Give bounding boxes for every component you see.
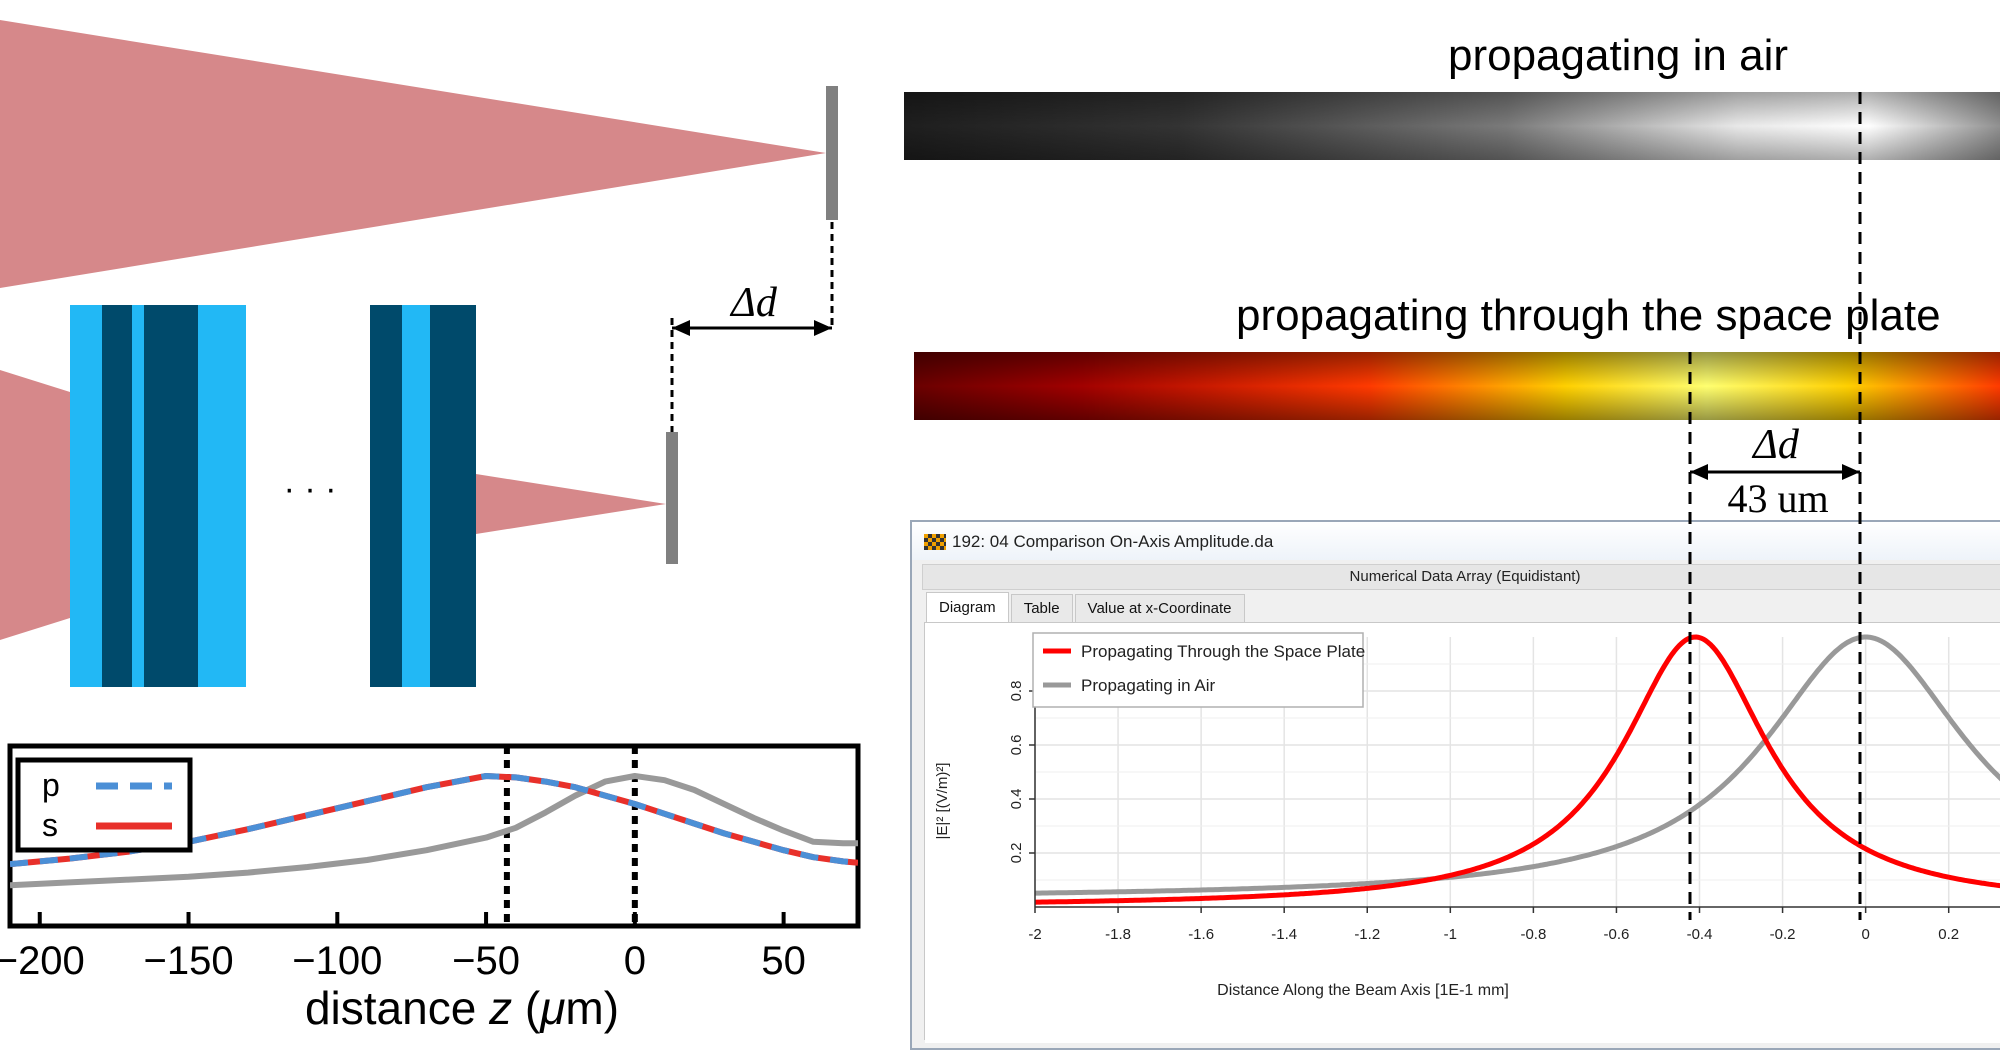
left-plot: −200 −150 −100 −50 0 50 distance z (μm) p s xyxy=(0,743,861,1034)
vl-xtick-label: -0.6 xyxy=(1604,926,1630,943)
left-plot-xtick-label: −150 xyxy=(143,939,233,983)
data-array-icon xyxy=(924,534,946,550)
air-field-map-shade xyxy=(904,92,2000,160)
space-plate-layers-left xyxy=(70,305,246,687)
space-plate-layers-right xyxy=(370,305,476,687)
diagram-chart: -2 -1.8 -1.6 -1.4 -1.2 -1 -0.8 -0.6 -0.4 -0.2 0 0.2… xyxy=(925,623,2000,1043)
window-title-bar[interactable]: 192: 04 Comparison On-Axis Amplitude.da xyxy=(912,522,2000,560)
vl-series-space-plate xyxy=(1034,634,2000,905)
vl-ytick-label: 0.4 xyxy=(1008,789,1025,810)
window-tabs: Diagram Table Value at x-Coordinate xyxy=(926,592,1247,623)
legend-label-s: s xyxy=(42,807,58,843)
vl-legend-label-red: Propagating Through the Space Plate xyxy=(1081,642,1365,661)
vl-xtick-label: -0.4 xyxy=(1687,926,1713,943)
tab-value-at-x[interactable]: Value at x-Coordinate xyxy=(1074,594,1245,623)
left-plot-xtick-label: 0 xyxy=(624,939,646,983)
diagram-pane[interactable]: -2 -1.8 -1.6 -1.4 -1.2 -1 -0.8 -0.6 -0.4 -0.2 0 0.2… xyxy=(924,622,2000,1043)
air-panel-title: propagating in air xyxy=(1448,31,1788,80)
beam-space-plate-in xyxy=(0,370,70,640)
space-plate-field-map-shade xyxy=(914,352,2000,420)
left-plot-xtick-label: −100 xyxy=(292,939,382,983)
left-plot-series-air xyxy=(10,773,858,889)
window-subtitle: Numerical Data Array (Equidistant) xyxy=(922,564,2000,590)
vl-series-air xyxy=(1034,634,2000,896)
vl-xtick-label: -1.6 xyxy=(1188,926,1214,943)
window-title: 192: 04 Comparison On-Axis Amplitude.da xyxy=(952,532,1274,551)
left-plot-xtick-label: −50 xyxy=(452,939,520,983)
vl-x-axis-label: Distance Along the Beam Axis [1E-1 mm] xyxy=(1217,982,1509,999)
left-plot-xtick-label: −200 xyxy=(0,939,85,983)
legend-label-p: p xyxy=(42,767,60,803)
virtuallab-window: 192: 04 Comparison On-Axis Amplitude.da … xyxy=(910,520,2000,1050)
vl-xtick-label: -0.8 xyxy=(1520,926,1546,943)
delta-d-label-left: Δd xyxy=(729,280,778,326)
left-plot-xtick-label: 50 xyxy=(761,939,806,983)
left-plot-series-p xyxy=(10,773,858,868)
vl-y-axis-label: |E|² [(V/m)²] xyxy=(934,763,951,840)
vl-xtick-label: -2 xyxy=(1028,926,1041,943)
vl-ytick-label: 0.8 xyxy=(1008,681,1025,702)
beam-space-plate-out xyxy=(476,474,666,534)
delta-d-arrow-left xyxy=(672,320,832,336)
vl-xtick-label: -1 xyxy=(1444,926,1457,943)
vl-xtick-label: -0.2 xyxy=(1770,926,1796,943)
tab-table[interactable]: Table xyxy=(1010,594,1073,623)
tab-diagram[interactable]: Diagram xyxy=(926,592,1009,623)
space-plate-panel-title: propagating through the space plate xyxy=(1236,291,1941,340)
vl-xtick-label: 0 xyxy=(1861,926,1869,943)
vl-legend: Propagating Through the Space Plate Prop… xyxy=(1032,632,1365,708)
detector-space-plate xyxy=(666,432,678,564)
vl-ytick-label: 0.2 xyxy=(1008,843,1025,864)
left-plot-legend: p s xyxy=(15,757,193,853)
vl-xtick-label: -1.8 xyxy=(1105,926,1131,943)
vl-xtick-label: -1.2 xyxy=(1354,926,1380,943)
vl-ytick-label: 0.6 xyxy=(1008,735,1025,756)
vl-xtick-label: 0.2 xyxy=(1938,926,1959,943)
vl-xtick-label: -1.4 xyxy=(1271,926,1297,943)
vl-legend-label-gray: Propagating in Air xyxy=(1081,676,1216,695)
beam-air xyxy=(0,20,826,288)
detector-air xyxy=(826,86,838,220)
left-plot-x-axis-label: distance z (μm) xyxy=(305,982,619,1034)
layers-ellipsis: · · · xyxy=(284,470,337,508)
